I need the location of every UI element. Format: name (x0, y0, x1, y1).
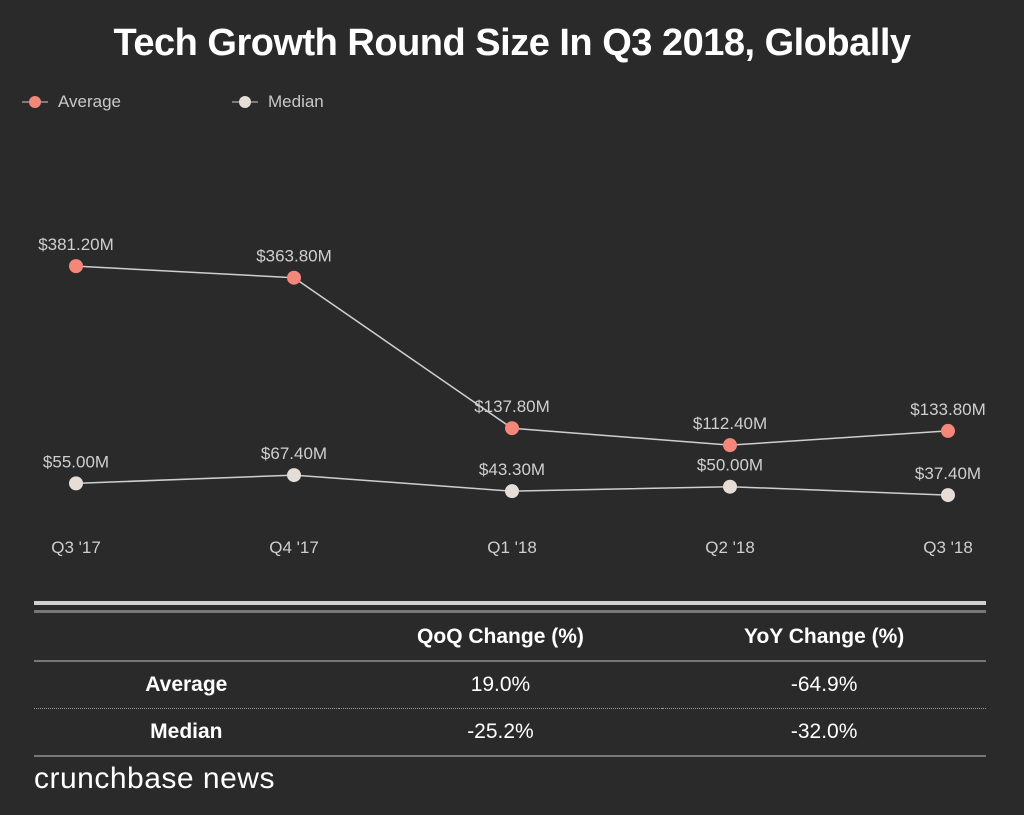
table-cell: -32.0% (662, 708, 986, 757)
x-tick-label: Q1 '18 (487, 538, 537, 557)
legend: Average Median (22, 92, 442, 112)
chart-title: Tech Growth Round Size In Q3 2018, Globa… (113, 22, 911, 64)
line-chart: $381.20M $363.80M $137.80M $112.40M $133.80M… (38, 235, 986, 557)
brand-logo: crunchbase news (34, 762, 275, 795)
table-cell: 19.0% (338, 661, 663, 709)
x-tick-label: Q3 '18 (923, 538, 973, 557)
divider (34, 601, 986, 605)
header-cell (34, 614, 339, 662)
legend-item-median: Median (232, 92, 442, 112)
data-label: $133.80M (910, 400, 986, 419)
data-label: $55.00M (43, 452, 109, 471)
series-line-average (75, 265, 949, 446)
x-tick-label: Q2 '18 (705, 538, 755, 557)
x-tick-label: Q4 '17 (269, 538, 319, 557)
data-point (287, 468, 301, 483)
data-label: $137.80M (474, 397, 550, 416)
header-cell: QoQ Change (%) (338, 614, 663, 662)
table-row: Median -25.2% -32.0% (34, 708, 986, 757)
change-table: QoQ Change (%) YoY Change (%) Average 19… (34, 614, 986, 757)
data-label: $37.40M (915, 464, 981, 483)
legend-label: Average (58, 92, 122, 111)
data-label: $381.20M (38, 235, 114, 254)
data-label: $363.80M (256, 247, 332, 266)
x-tick-label: Q3 '17 (51, 538, 101, 557)
data-point (723, 438, 737, 453)
legend-label: Median (268, 92, 324, 111)
table-row: Average 19.0% -64.9% (34, 661, 986, 709)
table-cell: -64.9% (662, 661, 986, 709)
median-marker-icon (232, 96, 258, 108)
row-label: Median (34, 708, 339, 757)
row-label: Average (34, 661, 339, 709)
data-label: $50.00M (697, 456, 763, 475)
data-point (287, 270, 301, 285)
header-cell: YoY Change (%) (662, 614, 986, 662)
data-point (69, 259, 83, 274)
average-marker-icon (22, 96, 48, 108)
data-point (941, 488, 955, 503)
table-header: QoQ Change (%) YoY Change (%) (34, 614, 986, 662)
data-point (941, 423, 955, 438)
divider (34, 610, 986, 613)
table-cell: -25.2% (338, 708, 663, 757)
legend-item-average: Average (22, 92, 232, 112)
data-label: $67.40M (261, 444, 327, 463)
data-point (723, 479, 737, 494)
data-point (505, 421, 519, 436)
data-point (69, 476, 83, 491)
data-label: $112.40M (693, 414, 767, 433)
data-label: $43.30M (479, 460, 545, 479)
data-point (505, 484, 519, 499)
